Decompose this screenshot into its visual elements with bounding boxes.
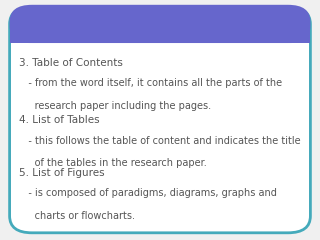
Bar [10,26,310,43]
Text: - from the word itself, it contains all the parts of the: - from the word itself, it contains all … [19,78,282,88]
Text: charts or flowcharts.: charts or flowcharts. [19,211,135,221]
Text: of the tables in the research paper.: of the tables in the research paper. [19,158,207,168]
Text: research paper including the pages.: research paper including the pages. [19,101,211,111]
Bar [10,24,310,43]
FancyBboxPatch shape [10,7,310,233]
Text: 3. Table of Contents: 3. Table of Contents [19,58,123,68]
Bar [13,26,307,43]
Text: - is composed of paradigms, diagrams, graphs and: - is composed of paradigms, diagrams, gr… [19,188,277,198]
Text: 4. List of Tables: 4. List of Tables [19,115,100,125]
Text: 5. List of Figures: 5. List of Figures [19,168,105,178]
FancyBboxPatch shape [10,5,310,43]
Text: - this follows the table of content and indicates the title: - this follows the table of content and … [19,136,301,146]
